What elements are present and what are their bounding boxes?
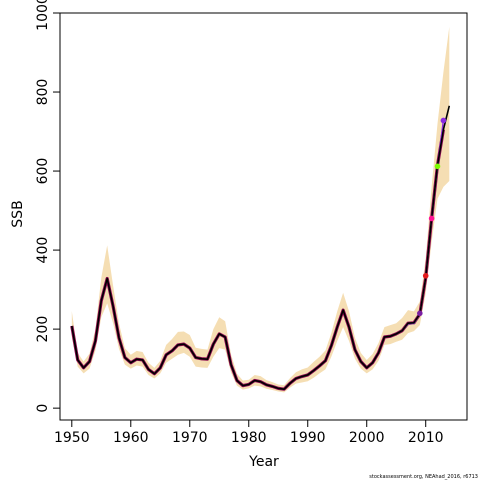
axis-layer: 1950 1960 1970 1980 1990 2000 2010 0 200 400 600 80… xyxy=(35,0,444,446)
retro-point-5 xyxy=(440,117,447,124)
footnote: stockassessment.org, NEAhad_2016, r6713 xyxy=(369,474,478,480)
retro-point-3 xyxy=(428,215,435,222)
x-tick-label-6: 2010 xyxy=(408,430,444,446)
y-tick-label-1: 200 xyxy=(35,316,51,343)
x-tick-label-1: 1960 xyxy=(113,430,149,446)
plot-frame xyxy=(59,12,468,421)
x-tick-label-3: 1980 xyxy=(231,430,267,446)
y-tick-label-5: 1000 xyxy=(35,0,51,31)
x-axis-title: Year xyxy=(248,454,279,470)
y-axis-title: SSB xyxy=(10,200,26,227)
retro-point-4 xyxy=(434,163,441,170)
plot-layer xyxy=(70,26,451,393)
y-tick-label-2: 400 xyxy=(35,237,51,264)
x-tick-label-0: 1950 xyxy=(54,430,90,446)
ssb-line xyxy=(71,105,451,390)
x-tick-label-2: 1970 xyxy=(172,430,208,446)
y-tick-label-0: 0 xyxy=(35,404,51,413)
x-tick-label-4: 1990 xyxy=(290,430,326,446)
x-tick-label-5: 2000 xyxy=(349,430,385,446)
retro-point-1 xyxy=(417,310,423,317)
y-tick-label-3: 600 xyxy=(35,158,51,185)
retro-point-2 xyxy=(422,272,429,279)
y-tick-label-4: 800 xyxy=(35,79,51,106)
